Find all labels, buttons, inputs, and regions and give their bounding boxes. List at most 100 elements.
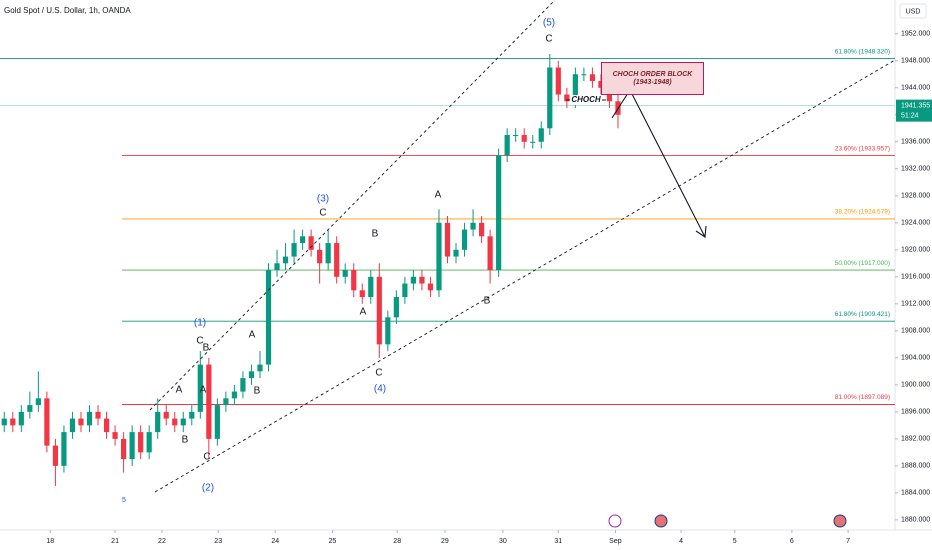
y-tick-label: 1908.000	[901, 328, 930, 335]
candle-body	[78, 418, 84, 426]
x-tick-label: 6	[790, 538, 794, 545]
arrow-head	[695, 225, 707, 238]
countdown: 51:24	[901, 112, 919, 119]
x-tick-label: 30	[499, 538, 507, 545]
candle-body	[206, 364, 212, 439]
candle-body	[44, 398, 50, 446]
candle-body	[1, 418, 7, 426]
wave-label: C	[203, 452, 210, 463]
chart-title: Gold Spot / U.S. Dollar, 1h, OANDA	[4, 6, 131, 15]
currency-box[interactable]	[899, 3, 927, 19]
y-tick-label: 1916.000	[901, 274, 930, 281]
wave-label: B	[182, 435, 189, 446]
fib-label: 61.80% (1909.421)	[835, 311, 890, 318]
y-tick-label: 1932.000	[901, 166, 930, 173]
candle-body	[368, 276, 374, 298]
event-icon[interactable]	[833, 514, 847, 528]
candle-body	[231, 391, 238, 399]
channel-upper	[149, 0, 556, 411]
candle-body	[427, 283, 434, 291]
x-tick-label: 31	[554, 538, 562, 545]
wave-label: B	[254, 386, 261, 397]
candle-body	[10, 418, 16, 426]
candle-body	[120, 438, 127, 460]
candle-body	[308, 236, 314, 250]
currency[interactable]: USD	[906, 8, 921, 15]
candle-body	[265, 270, 272, 365]
candle-body	[504, 135, 510, 156]
candle-body	[530, 141, 536, 143]
x-tick-label: 5	[733, 538, 737, 545]
wave-label: B	[203, 343, 210, 354]
candle-body	[410, 276, 417, 284]
candle-body	[52, 445, 59, 466]
fib-label: 81.00% (1897.089)	[835, 394, 890, 401]
y-tick-label: 1936.000	[901, 139, 930, 146]
event-icon[interactable]	[608, 514, 622, 528]
candle-body	[129, 432, 135, 460]
x-tick-label: Sep	[609, 538, 622, 545]
candle-body	[35, 398, 41, 406]
candle-body	[214, 405, 220, 439]
candle-body	[521, 135, 527, 142]
wave-label: (4)	[374, 384, 386, 395]
candle-body	[291, 243, 297, 257]
candle-body	[138, 432, 144, 453]
x-tick-label: 22	[158, 538, 166, 545]
candle-body	[598, 81, 604, 88]
candle-body	[95, 411, 101, 419]
event-icon[interactable]	[654, 514, 668, 528]
y-tick-label: 1944.000	[901, 85, 930, 92]
candle-body	[282, 256, 289, 264]
candle-body	[189, 411, 195, 419]
candle-body	[359, 290, 365, 298]
candle-body	[513, 135, 519, 137]
wave-label: B	[484, 296, 491, 307]
wave-label: A	[176, 385, 183, 396]
candle-body	[317, 249, 323, 264]
wave-label: C	[545, 34, 552, 45]
candle-body	[197, 364, 203, 412]
y-tick-label: 1948.000	[901, 58, 930, 65]
candle-body	[555, 67, 561, 95]
candle-body	[453, 249, 459, 257]
current-price: 1941.355	[901, 102, 930, 109]
candle-body	[564, 94, 570, 102]
candle-body	[478, 222, 485, 237]
candle-body	[589, 74, 596, 82]
candle-body	[146, 432, 152, 453]
y-tick-label: 1904.000	[901, 355, 930, 362]
wave-label: (5)	[543, 18, 555, 29]
price-label-box	[896, 99, 932, 122]
wave-label: C	[375, 368, 382, 379]
candle-body	[581, 74, 587, 76]
x-tick-label: 4	[679, 538, 683, 545]
candle-body	[18, 411, 24, 426]
candle-body	[393, 297, 399, 318]
y-tick-label: 1900.000	[901, 382, 930, 389]
candle-body	[547, 67, 553, 129]
x-tick-label: 23	[214, 538, 222, 545]
x-tick-label: 29	[441, 538, 449, 545]
y-tick-label: 1892.000	[901, 436, 930, 443]
candle-body	[470, 222, 476, 230]
candle-body	[163, 411, 169, 419]
y-tick-label: 1920.000	[901, 247, 930, 254]
candle-body	[334, 243, 340, 277]
wave-label: 5	[122, 497, 126, 504]
candle-body	[572, 74, 578, 102]
candle-body	[86, 411, 93, 426]
candle-body	[274, 263, 280, 271]
x-tick-label: 21	[111, 538, 119, 545]
wave-label: B	[372, 229, 379, 240]
candle-body	[257, 364, 263, 372]
wave-label: C	[196, 336, 203, 347]
candle-body	[436, 222, 442, 291]
candle-body	[419, 276, 425, 284]
candle-body	[461, 229, 468, 250]
wave-label: A	[360, 307, 367, 318]
candle-body	[342, 270, 348, 277]
candle-body	[496, 155, 502, 271]
